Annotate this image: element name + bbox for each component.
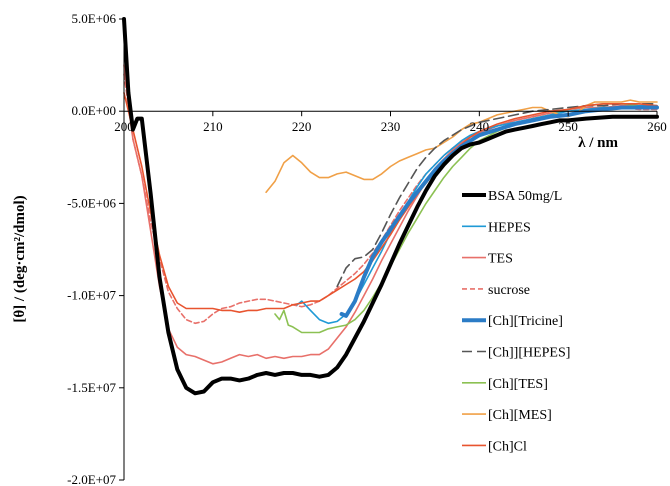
y-tick-label: 0.0E+00 xyxy=(71,103,116,118)
legend-label: sucrose xyxy=(488,283,530,298)
legend-label: TES xyxy=(488,252,513,267)
series-line-0 xyxy=(122,17,659,396)
series-line-8 xyxy=(123,92,658,313)
legend-label: [Ch][TES] xyxy=(488,377,548,392)
legend-label: [Ch][Tricine] xyxy=(488,314,563,329)
x-tick-label: 260 xyxy=(647,119,667,134)
series-line-1 xyxy=(296,104,658,325)
legend: BSA 50mg/L HEPES TES sucrose [Ch][Tricine] [C… xyxy=(462,189,570,454)
x-tick-label: 230 xyxy=(381,119,401,134)
x-tick-label: 250 xyxy=(558,119,578,134)
x-tick-label: 240 xyxy=(470,119,490,134)
x-axis-label: λ / nm xyxy=(578,135,618,151)
legend-label: [Ch][MES] xyxy=(488,408,552,423)
legend-label: [Ch]Cl xyxy=(488,439,527,454)
y-tick-label: -1.5E+07 xyxy=(67,380,116,395)
y-tick-label: 5.0E+06 xyxy=(71,11,116,26)
axes xyxy=(123,19,657,480)
ticks: 5.0E+06 0.0E+00 -5.0E+06 -1.0E+07 -1.5E+07 -2… xyxy=(67,11,667,486)
x-tick-label: 220 xyxy=(292,119,312,134)
plot-lines xyxy=(122,17,659,396)
x-tick-label: 210 xyxy=(203,119,223,134)
legend-label: HEPES xyxy=(488,220,531,235)
y-axis-label: [θ] / (deg·cm²/dmol) xyxy=(12,195,28,322)
series-line-3 xyxy=(123,73,658,325)
series-line-5 xyxy=(336,103,658,288)
legend-label: [Ch]][HEPES] xyxy=(488,346,570,361)
y-tick-label: -5.0E+06 xyxy=(67,195,116,210)
x-tick-label: 200 xyxy=(114,119,134,134)
y-tick-label: -1.0E+07 xyxy=(67,288,116,303)
legend-label: BSA 50mg/L xyxy=(488,189,562,204)
y-tick-label: -2.0E+07 xyxy=(67,472,116,486)
